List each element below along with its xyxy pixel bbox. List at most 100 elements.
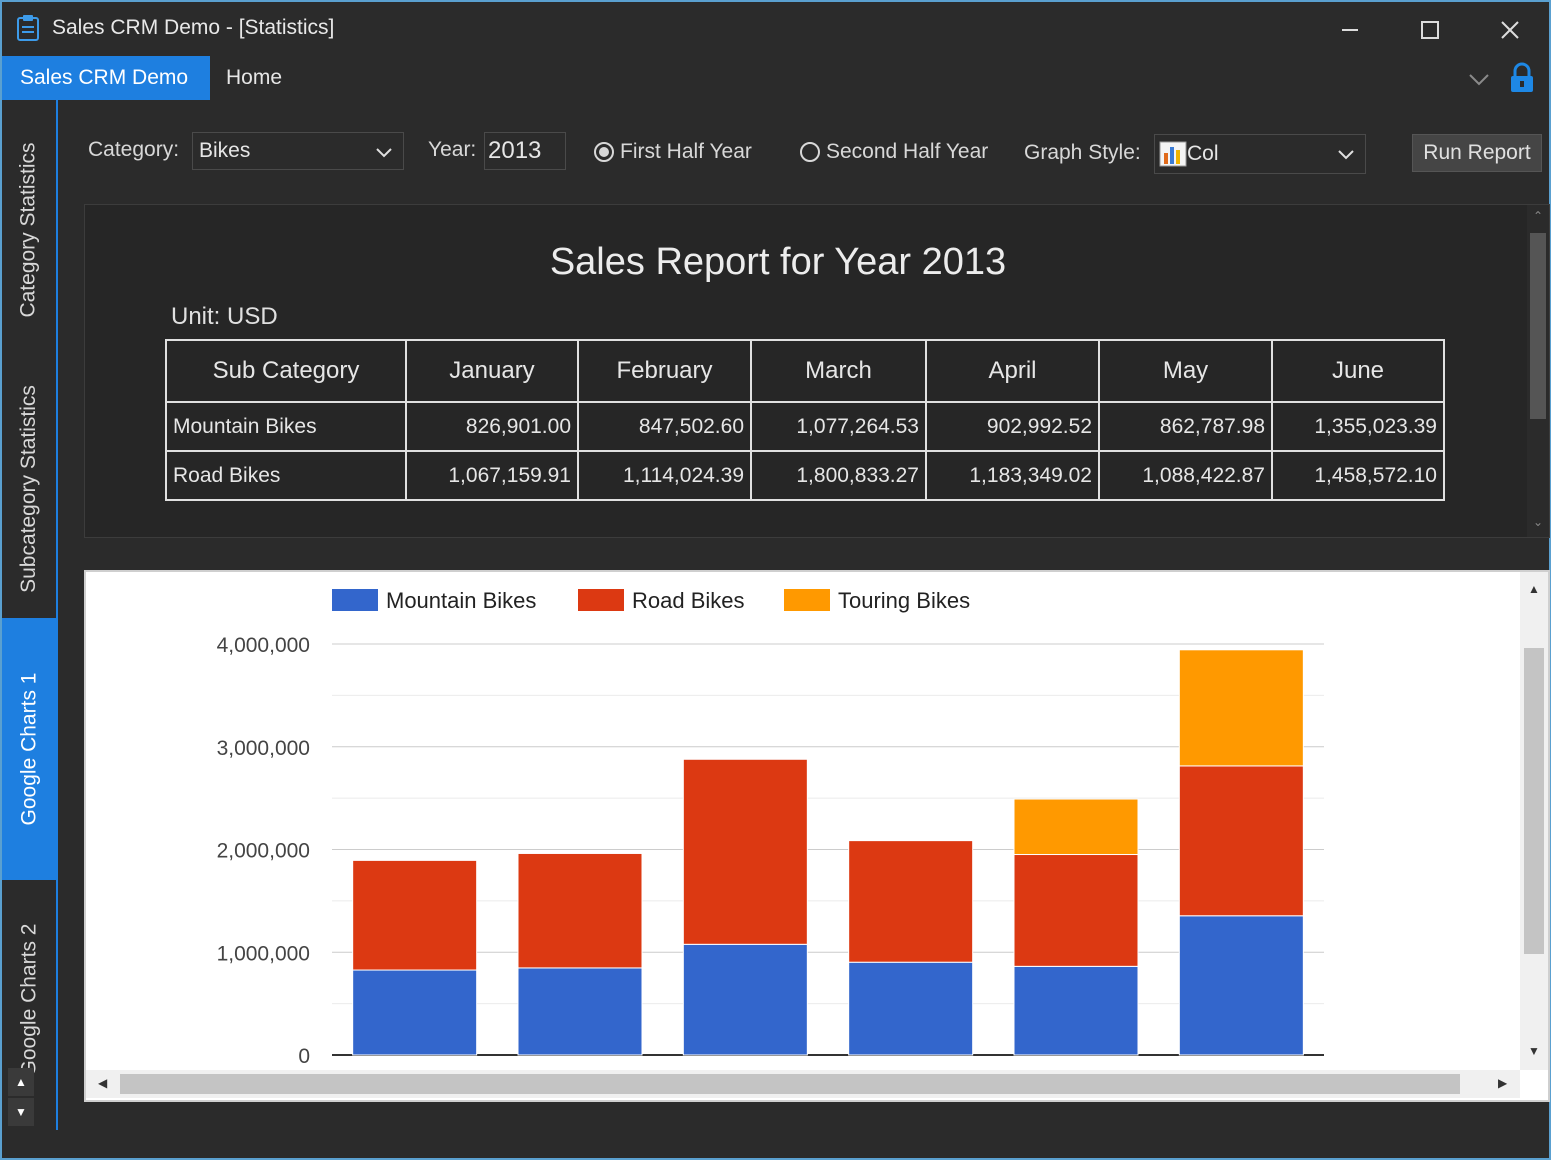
bar-segment-touring-bikes (1013, 798, 1139, 856)
tab-label: Google Charts 1 (17, 672, 41, 826)
table-row: Mountain Bikes 826,901.00 847,502.60 1,0… (165, 401, 1445, 452)
year-label: Year: (428, 138, 477, 161)
bar-segment-mountain-bikes (848, 961, 974, 1056)
menu-bar: Sales CRM Demo Home (2, 56, 1549, 100)
chart-vertical-scrollbar[interactable]: ▲ ▼ (1520, 572, 1548, 1070)
minimize-icon (1342, 29, 1358, 31)
tab-category-statistics[interactable]: Category Statistics (2, 100, 56, 360)
sales-table: Sub Category January February March Apri… (165, 339, 1445, 501)
lock-icon[interactable] (1508, 62, 1536, 94)
tab-google-charts-1[interactable]: Google Charts 1 (2, 618, 56, 880)
table-cell: 1,800,833.27 (750, 450, 927, 501)
tab-label: Subcategory Statistics (17, 385, 41, 593)
tab-google-charts-2[interactable]: Google Charts 2 (2, 880, 56, 1080)
tab-label: Google Charts 2 (17, 923, 41, 1077)
scroll-down-arrow[interactable]: ⌄ (1532, 515, 1544, 529)
minimize-button[interactable] (1320, 10, 1380, 50)
unit-label: Unit: USD (171, 303, 278, 330)
scroll-up-arrow[interactable]: ⌃ (1532, 209, 1544, 223)
close-button[interactable] (1480, 10, 1540, 50)
table-header: May (1098, 339, 1273, 403)
table-cell: 1,355,023.39 (1271, 401, 1445, 452)
clipboard-icon (17, 15, 39, 41)
first-half-label: First Half Year (620, 140, 752, 163)
table-header: Sub Category (165, 339, 407, 403)
stacked-column-chart: 4,000,000 3,000,000 2,000,000 1,000,000 0 Mou… (217, 588, 1324, 1068)
graph-style-value: Col (1187, 142, 1219, 165)
status-bar (2, 1130, 1549, 1158)
bar-segment-road-bikes (1013, 854, 1139, 967)
bar-segment-mountain-bikes (1013, 965, 1139, 1056)
legend-swatch (332, 589, 378, 611)
table-cell: 1,114,024.39 (577, 450, 752, 501)
scroll-down-arrow[interactable]: ▼ (1528, 1044, 1540, 1058)
menu-tab-home[interactable]: Home (226, 66, 283, 89)
column-chart-icon (1159, 141, 1187, 167)
window-title: Sales CRM Demo - [Statistics] (52, 16, 335, 39)
title-bar: Sales CRM Demo - [Statistics] (2, 2, 1549, 56)
scroll-left-arrow[interactable]: ◀ (98, 1076, 108, 1090)
chart-panel: 4,000,000 3,000,000 2,000,000 1,000,000 0 Mou… (84, 570, 1550, 1102)
report-title: Sales Report for Year 2013 (549, 241, 1007, 283)
maximize-button[interactable] (1400, 10, 1460, 50)
scrollbar-thumb[interactable] (1524, 648, 1544, 954)
graph-style-dropdown[interactable]: Col (1154, 134, 1366, 174)
scrollbar-thumb[interactable] (1530, 233, 1546, 419)
y-tick-label: 3,000,000 (217, 737, 310, 760)
table-cell: 847,502.60 (577, 401, 752, 452)
tab-label: Category Statistics (17, 142, 41, 318)
legend-label: Road Bikes (632, 588, 745, 613)
bar-segment-road-bikes (517, 852, 643, 969)
chevron-down-icon (1338, 150, 1354, 160)
vertical-tab-bar: Category Statistics Subcategory Statisti… (2, 100, 58, 1130)
close-icon (1501, 21, 1519, 39)
bar-segment-road-bikes (848, 840, 974, 963)
chart-horizontal-scrollbar[interactable]: ◀ ▶ (86, 1070, 1520, 1098)
chevron-down-icon[interactable] (1464, 64, 1494, 94)
report-panel: Sales Report for Year 2013 Unit: USD Sub… (84, 204, 1550, 538)
radio-selected-icon (594, 142, 614, 162)
maximize-icon (1421, 21, 1439, 39)
bar-segment-mountain-bikes (352, 969, 478, 1056)
table-header: April (925, 339, 1100, 403)
category-value: Bikes (199, 139, 251, 162)
tab-subcategory-statistics[interactable]: Subcategory Statistics (2, 360, 56, 618)
table-cell: Road Bikes (165, 450, 407, 501)
scrollbar-thumb[interactable] (120, 1074, 1460, 1094)
y-tick-label: 0 (298, 1045, 310, 1068)
table-cell: 1,458,572.10 (1271, 450, 1445, 501)
bar-segment-mountain-bikes (682, 943, 808, 1056)
table-cell: 902,992.52 (925, 401, 1100, 452)
bar-segment-road-bikes (682, 758, 808, 945)
category-dropdown[interactable]: Bikes (192, 132, 404, 170)
scroll-right-arrow[interactable]: ▶ (1498, 1076, 1508, 1090)
run-report-button[interactable]: Run Report (1412, 134, 1542, 172)
legend-label: Touring Bikes (838, 588, 970, 613)
bar-segment-touring-bikes (1178, 649, 1304, 767)
legend-label: Mountain Bikes (386, 588, 536, 613)
radio-unselected-icon (800, 142, 820, 162)
table-cell: 1,088,422.87 (1098, 450, 1273, 501)
table-cell: 862,787.98 (1098, 401, 1273, 452)
menu-tab-sales-crm-demo[interactable]: Sales CRM Demo (2, 56, 210, 100)
y-tick-label: 1,000,000 (217, 942, 310, 965)
category-label: Category: (88, 138, 180, 161)
table-header: February (577, 339, 752, 403)
table-cell: Mountain Bikes (165, 401, 407, 452)
table-row: Road Bikes 1,067,159.91 1,114,024.39 1,8… (165, 450, 1445, 501)
table-cell: 826,901.00 (405, 401, 579, 452)
table-cell: 1,183,349.02 (925, 450, 1100, 501)
legend-swatch (784, 589, 830, 611)
report-scrollbar[interactable]: ⌃ ⌄ (1527, 205, 1549, 537)
y-tick-label: 2,000,000 (217, 840, 310, 863)
year-input[interactable]: 2013 (484, 132, 566, 170)
bar-segment-road-bikes (1178, 765, 1304, 917)
scroll-up-arrow[interactable]: ▲ (1528, 582, 1540, 596)
first-half-radio[interactable]: First Half Year (594, 140, 752, 164)
tab-scroll-up-button[interactable]: ▲ (8, 1068, 34, 1096)
second-half-radio[interactable]: Second Half Year (800, 140, 988, 164)
tab-scroll-down-button[interactable]: ▼ (8, 1098, 34, 1126)
table-header: January (405, 339, 579, 403)
table-header: March (750, 339, 927, 403)
